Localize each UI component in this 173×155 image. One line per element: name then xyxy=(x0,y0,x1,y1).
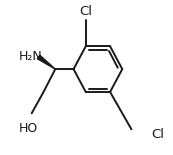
Polygon shape xyxy=(37,55,55,69)
Text: H₂N: H₂N xyxy=(19,50,43,63)
Text: Cl: Cl xyxy=(79,5,92,18)
Text: HO: HO xyxy=(19,122,38,135)
Text: Cl: Cl xyxy=(152,128,165,141)
